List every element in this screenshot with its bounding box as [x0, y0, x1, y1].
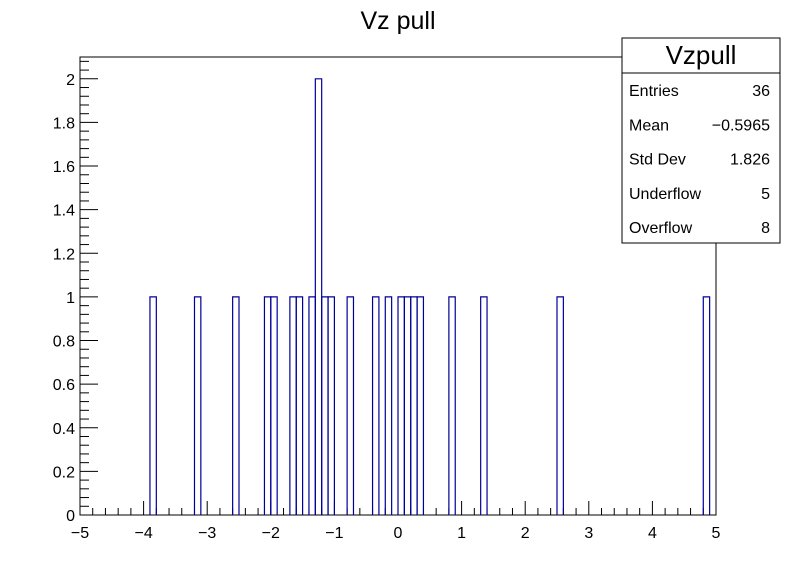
stats-label: Underflow	[629, 186, 701, 203]
x-tick-label: −3	[198, 525, 216, 542]
histogram-bin	[448, 296, 456, 515]
x-tick-label: −5	[71, 525, 89, 542]
histogram-bin	[384, 296, 393, 515]
histogram-bin	[295, 296, 304, 515]
x-tick-label: 3	[584, 525, 593, 542]
x-tick-label: 2	[521, 525, 530, 542]
x-tick-label: 5	[712, 525, 721, 542]
histogram-bin	[308, 296, 316, 515]
stats-box-frame	[621, 37, 781, 244]
histogram-bin	[270, 296, 278, 515]
histogram-bin	[371, 296, 380, 515]
y-tick-label: 1	[66, 290, 75, 307]
stats-value: −0.5965	[712, 117, 770, 134]
y-tick-label: 0.2	[53, 464, 75, 481]
y-tick-label: 1.4	[53, 203, 75, 220]
stats-label: Mean	[629, 117, 669, 134]
stats-value: 5	[761, 186, 770, 203]
stats-label: Entries	[629, 83, 679, 100]
y-tick-label: 1.8	[53, 115, 75, 132]
histogram-bin	[149, 296, 157, 515]
histogram-bin	[416, 296, 425, 515]
x-tick-label: 1	[457, 525, 466, 542]
histogram-bin	[556, 296, 564, 515]
histogram-bin	[321, 296, 329, 515]
histogram-bin	[480, 296, 488, 515]
histogram-bin	[403, 296, 412, 515]
stats-box: Vzpull Entries 36 Mean −0.5965 Std Dev 1.826 Un…	[621, 37, 781, 244]
axes: −5 −4 −3 −2 −1 0 1 2 3 4 5 0 0.2 0.4 0.6 0.8 1 1.2 1.4 1.6 1…	[53, 60, 721, 542]
histogram-bin	[327, 296, 335, 515]
x-tick-label: −1	[325, 525, 343, 542]
y-tick-label: 1.2	[53, 246, 75, 263]
stats-label: Std Dev	[629, 152, 686, 169]
histogram-bin	[263, 296, 272, 515]
chart-title: Vz pull	[360, 7, 435, 35]
y-tick-label: 0.6	[53, 377, 75, 394]
histogram-bin	[193, 296, 202, 515]
stats-value: 1.826	[730, 152, 770, 169]
histogram-bin	[397, 296, 405, 515]
histogram-bin	[410, 296, 418, 515]
y-tick-label: 0.4	[53, 421, 75, 438]
x-tick-label: 0	[394, 525, 403, 542]
histogram-bin	[346, 296, 355, 515]
x-tick-label: 4	[648, 525, 657, 542]
y-tick-label: 0	[66, 508, 75, 525]
stats-label: Overflow	[629, 220, 693, 237]
stats-value: 8	[761, 220, 770, 237]
histogram-bin	[702, 296, 711, 515]
histogram-bin	[314, 78, 323, 515]
y-tick-label: 1.6	[53, 159, 75, 176]
histogram-bin	[289, 296, 297, 515]
stats-value: 36	[752, 83, 770, 100]
y-tick-label: 2	[66, 72, 75, 89]
histogram-bins	[149, 78, 711, 515]
x-tick-label: −4	[134, 525, 152, 542]
stats-box-title: Vzpull	[666, 40, 737, 70]
histogram-bin	[232, 296, 240, 515]
y-tick-label: 0.8	[53, 334, 75, 351]
x-tick-label: −2	[262, 525, 280, 542]
